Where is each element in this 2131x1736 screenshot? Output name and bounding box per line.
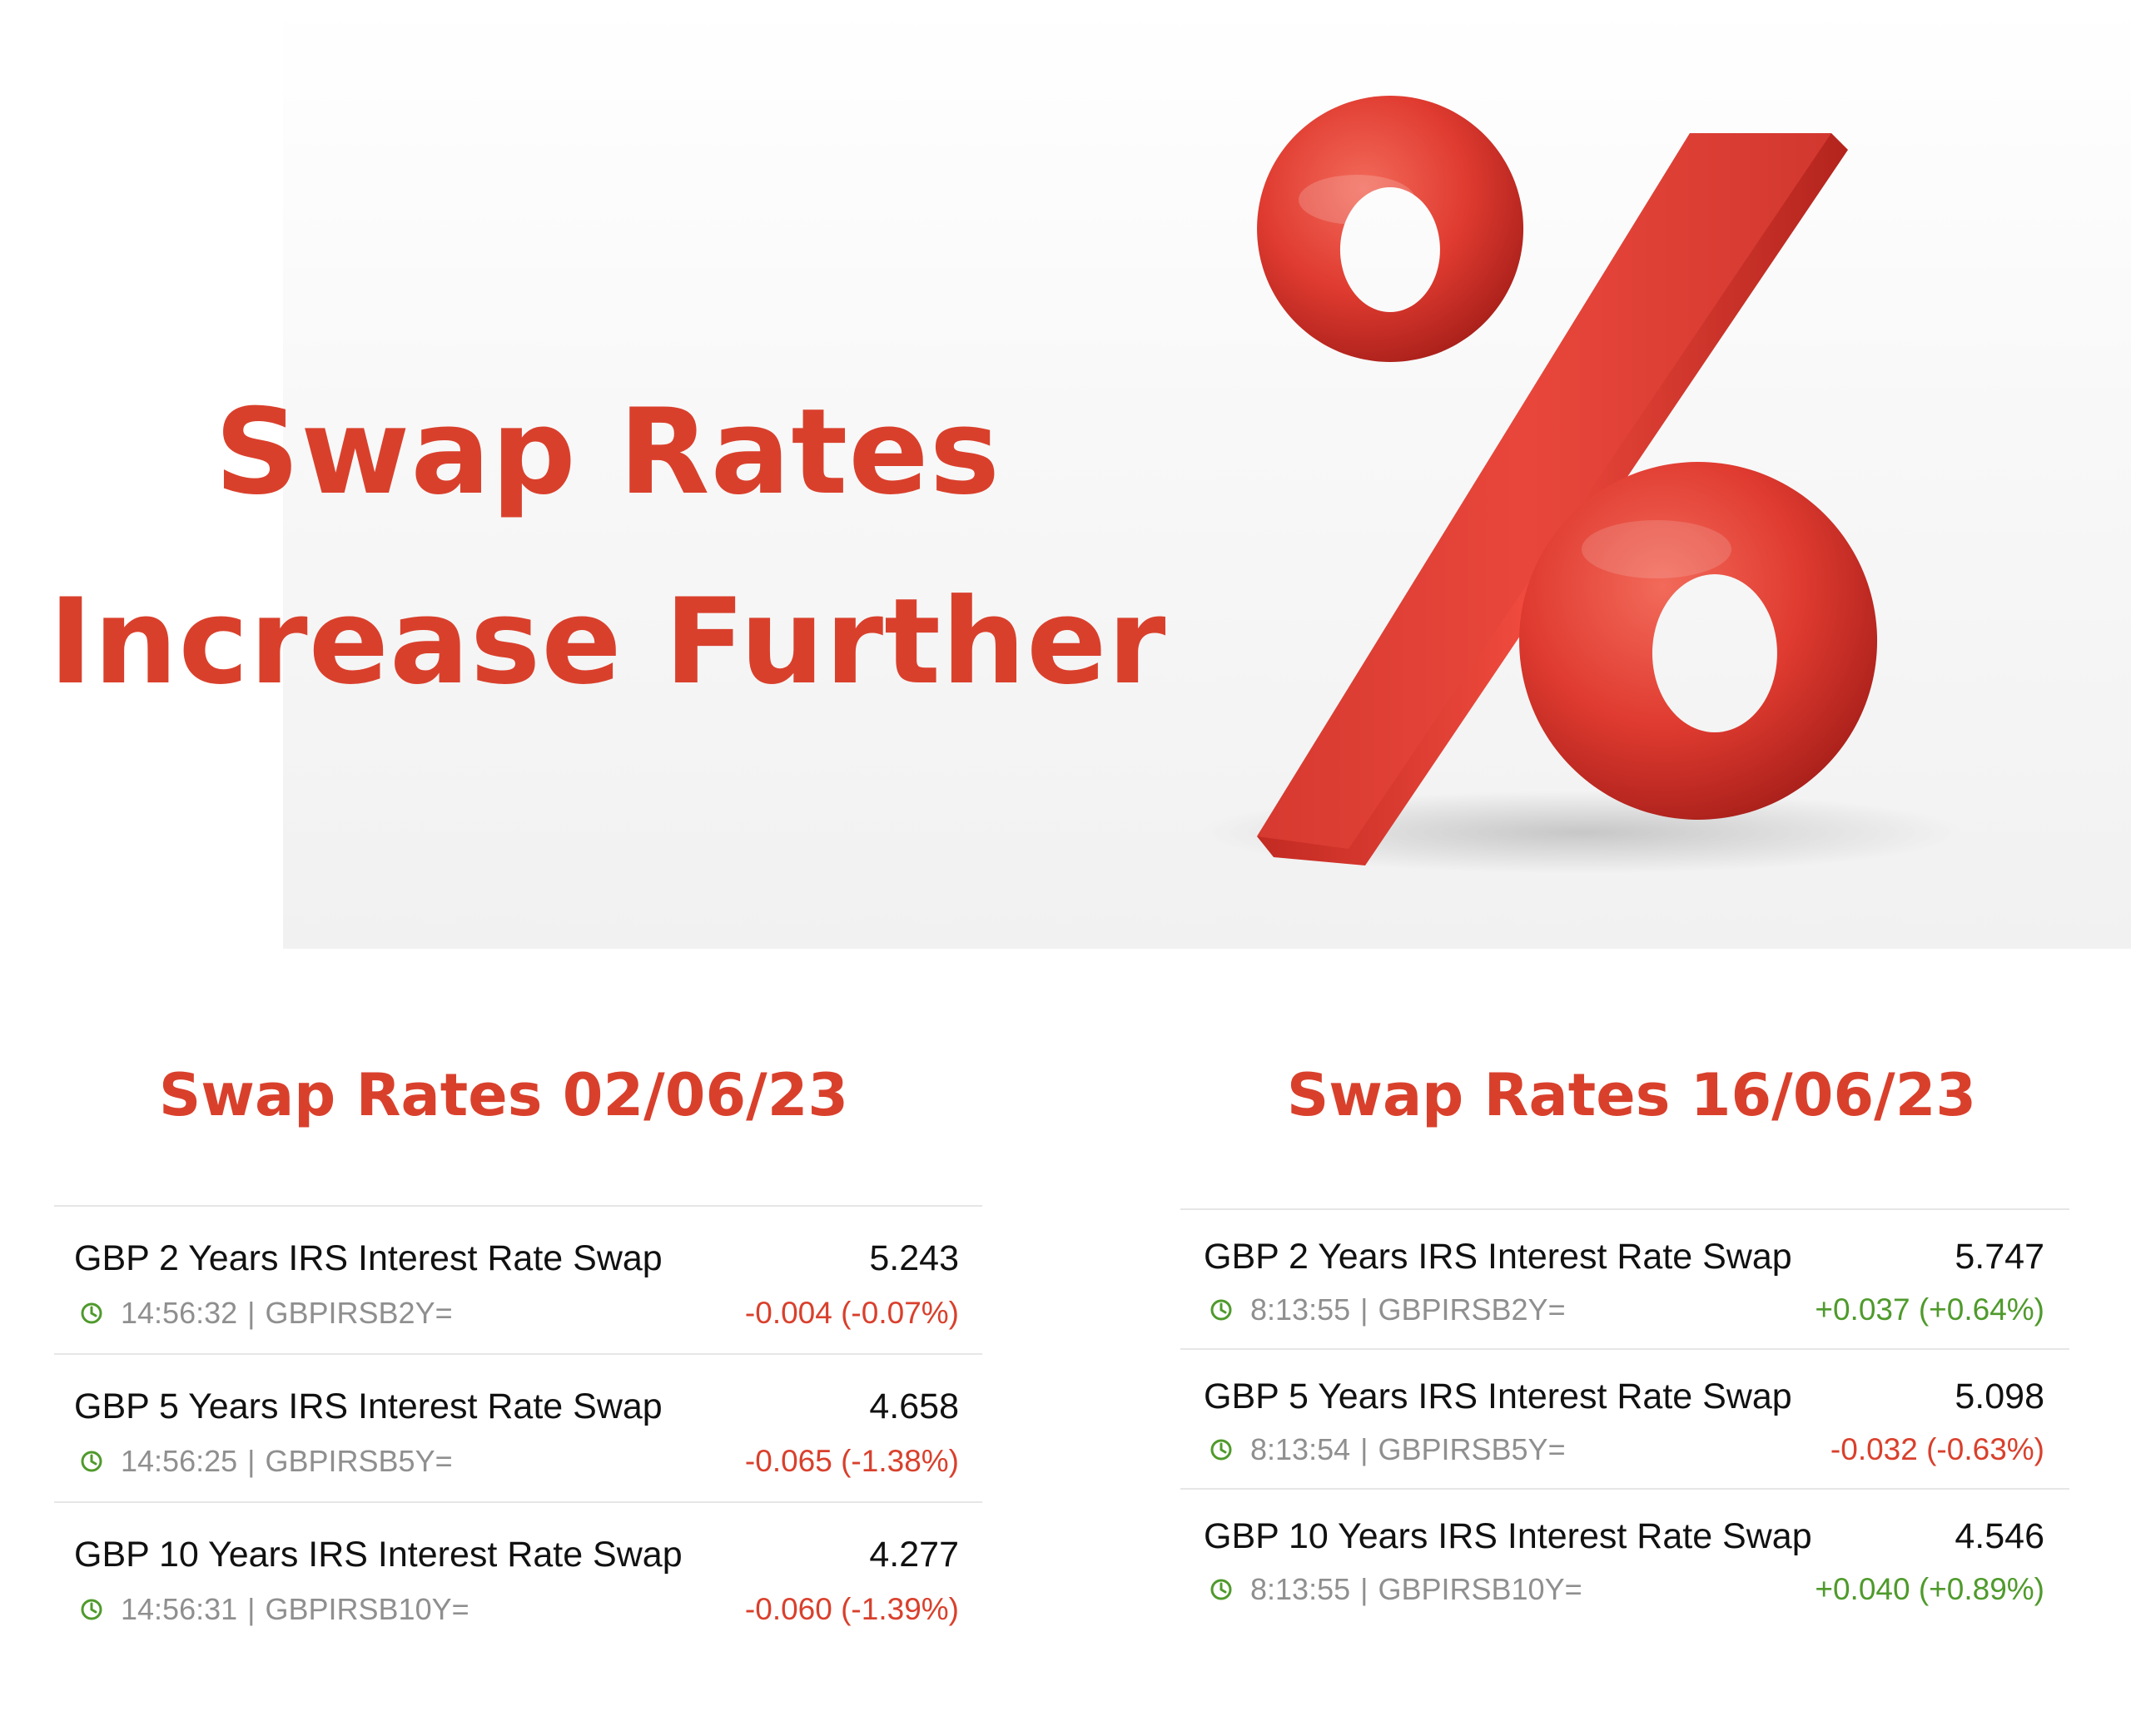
hero-banner: Swap Rates Increase Further: [0, 0, 2131, 949]
instrument-name: GBP 5 Years IRS Interest Rate Swap: [74, 1386, 663, 1426]
clock-icon: [79, 1597, 104, 1622]
timestamp-meta: 8:13:55 | GBPIRSB2Y=: [1204, 1292, 1566, 1327]
quote-row[interactable]: GBP 2 Years IRS Interest Rate Swap 5.747…: [1180, 1208, 2069, 1348]
instrument-name: GBP 10 Years IRS Interest Rate Swap: [1204, 1516, 1812, 1556]
clock-icon: [1209, 1437, 1234, 1462]
price-change: +0.040 (+0.89%): [1815, 1572, 2044, 1606]
meta-separator: |: [247, 1296, 256, 1330]
quote-time: 14:56:31: [121, 1592, 238, 1626]
quote-row[interactable]: GBP 10 Years IRS Interest Rate Swap 4.54…: [1180, 1488, 2069, 1628]
price-change: -0.065 (-1.38%): [744, 1444, 959, 1478]
price-change: -0.032 (-0.63%): [1830, 1432, 2044, 1466]
hero-background-left: [0, 0, 283, 949]
quote-time: 8:13:54: [1250, 1432, 1351, 1466]
meta-separator: |: [1360, 1292, 1369, 1327]
clock-icon: [79, 1301, 104, 1326]
quote-row[interactable]: GBP 5 Years IRS Interest Rate Swap 5.098…: [1180, 1348, 2069, 1488]
timestamp-meta: 8:13:54 | GBPIRSB5Y=: [1204, 1432, 1566, 1467]
meta-separator: |: [1360, 1572, 1369, 1606]
headline: Swap Rates Increase Further: [25, 358, 1190, 737]
price-change: -0.060 (-1.39%): [744, 1592, 959, 1626]
meta-separator: |: [247, 1444, 256, 1478]
quote-table-0206: GBP 2 Years IRS Interest Rate Swap 5.243…: [54, 1205, 982, 1649]
ric-code: GBPIRSB2Y=: [1378, 1292, 1566, 1327]
timestamp-meta: 14:56:25 | GBPIRSB5Y=: [74, 1444, 453, 1479]
instrument-name: GBP 2 Years IRS Interest Rate Swap: [74, 1238, 663, 1278]
panel-title-0206: Swap Rates 02/06/23: [158, 1061, 849, 1129]
instrument-value: 4.546: [1955, 1516, 2044, 1556]
quote-row[interactable]: GBP 2 Years IRS Interest Rate Swap 5.243…: [54, 1205, 982, 1353]
price-change: -0.004 (-0.07%): [744, 1296, 959, 1330]
clock-icon: [1209, 1577, 1234, 1602]
percent-sign-graphic: [1115, 83, 1998, 915]
instrument-value: 4.277: [869, 1535, 959, 1575]
quote-time: 8:13:55: [1250, 1572, 1351, 1606]
headline-line-1: Swap Rates: [214, 384, 1001, 521]
instrument-value: 5.098: [1955, 1376, 2044, 1416]
price-change: +0.037 (+0.64%): [1815, 1292, 2044, 1327]
ric-code: GBPIRSB5Y=: [265, 1444, 453, 1478]
instrument-value: 5.747: [1955, 1237, 2044, 1277]
clock-icon: [79, 1449, 104, 1474]
meta-separator: |: [247, 1592, 256, 1626]
quote-time: 14:56:32: [121, 1296, 238, 1330]
quote-row[interactable]: GBP 10 Years IRS Interest Rate Swap 4.27…: [54, 1501, 982, 1649]
ric-code: GBPIRSB2Y=: [265, 1296, 453, 1330]
ric-code: GBPIRSB10Y=: [265, 1592, 469, 1626]
ric-code: GBPIRSB10Y=: [1378, 1572, 1582, 1606]
timestamp-meta: 14:56:32 | GBPIRSB2Y=: [74, 1296, 453, 1331]
instrument-name: GBP 10 Years IRS Interest Rate Swap: [74, 1535, 683, 1575]
quote-row[interactable]: GBP 5 Years IRS Interest Rate Swap 4.658…: [54, 1353, 982, 1501]
ric-code: GBPIRSB5Y=: [1378, 1432, 1566, 1466]
instrument-name: GBP 2 Years IRS Interest Rate Swap: [1204, 1237, 1792, 1277]
headline-line-2: Increase Further: [48, 573, 1167, 711]
quote-table-1606: GBP 2 Years IRS Interest Rate Swap 5.747…: [1180, 1208, 2069, 1628]
clock-icon: [1209, 1297, 1234, 1322]
meta-separator: |: [1360, 1432, 1369, 1466]
instrument-value: 5.243: [869, 1238, 959, 1278]
instrument-value: 4.658: [869, 1386, 959, 1426]
timestamp-meta: 8:13:55 | GBPIRSB10Y=: [1204, 1572, 1582, 1607]
instrument-name: GBP 5 Years IRS Interest Rate Swap: [1204, 1376, 1792, 1416]
quote-time: 14:56:25: [121, 1444, 238, 1478]
panel-title-1606: Swap Rates 16/06/23: [1286, 1061, 1977, 1129]
quote-time: 8:13:55: [1250, 1292, 1351, 1327]
timestamp-meta: 14:56:31 | GBPIRSB10Y=: [74, 1592, 469, 1627]
